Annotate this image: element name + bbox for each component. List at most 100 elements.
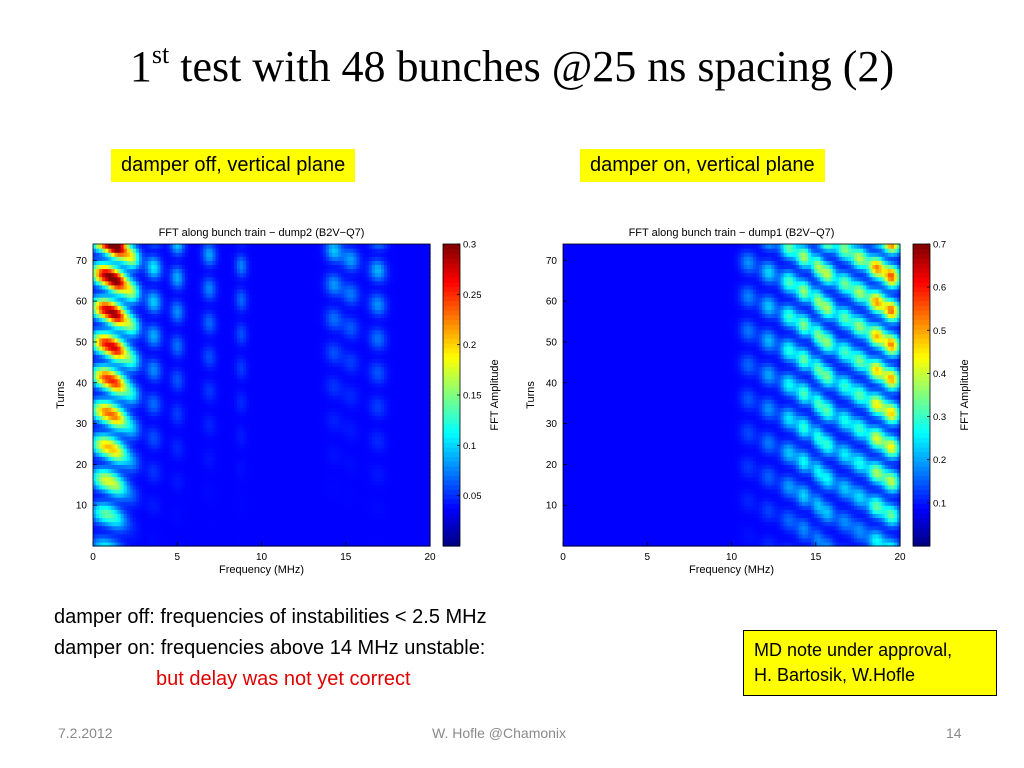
heatmap-cell xyxy=(279,501,284,506)
heatmap-cell xyxy=(120,533,125,539)
heatmap-cell xyxy=(138,541,143,547)
heatmap-cell xyxy=(252,435,256,441)
heatmap-cell xyxy=(191,521,195,527)
heatmap-cell xyxy=(359,378,364,384)
heatmap-cell xyxy=(322,525,327,531)
heatmap-cell xyxy=(184,439,189,445)
heatmap-cell xyxy=(374,427,379,433)
heatmap-cell xyxy=(120,443,125,449)
heatmap-cell xyxy=(408,537,413,543)
heatmap-cell xyxy=(96,537,100,543)
heatmap-cell xyxy=(304,419,309,425)
heatmap-cell xyxy=(408,501,413,506)
heatmap-cell xyxy=(411,415,416,421)
heatmap-cell xyxy=(341,521,345,527)
heatmap-cell xyxy=(108,521,112,527)
heatmap-cell xyxy=(191,492,195,498)
heatmap-cell xyxy=(221,480,226,486)
heatmap-cell xyxy=(169,541,174,547)
heatmap-cell xyxy=(417,517,422,523)
heatmap-cell xyxy=(289,541,293,547)
heatmap-cell xyxy=(160,472,165,478)
heatmap-cell xyxy=(316,476,321,482)
heatmap-cell xyxy=(264,390,269,396)
heatmap-cell xyxy=(184,431,189,437)
heatmap-cell xyxy=(426,541,431,547)
heatmap-cell xyxy=(93,476,97,482)
heatmap-cell xyxy=(347,529,351,535)
heatmap-cell xyxy=(405,399,410,404)
heatmap-cell xyxy=(408,480,413,486)
heatmap-cell xyxy=(362,452,367,457)
heatmap-cell xyxy=(411,521,416,527)
heatmap-cell xyxy=(264,374,269,380)
heatmap-cell xyxy=(359,492,364,498)
heatmap-cell xyxy=(356,525,361,531)
heatmap-cell xyxy=(414,395,419,400)
heatmap-cell xyxy=(129,456,134,461)
heatmap-cell xyxy=(240,460,244,465)
heatmap-cell xyxy=(96,452,100,457)
heatmap-cell xyxy=(218,464,223,470)
heatmap-cell xyxy=(132,378,137,384)
heatmap-cell xyxy=(187,525,192,531)
heatmap-cell xyxy=(206,460,211,465)
heatmap-cell xyxy=(328,484,333,490)
heatmap-cell xyxy=(264,492,269,498)
heatmap-cell xyxy=(390,382,394,388)
heatmap-cell xyxy=(273,435,278,441)
heatmap-cell xyxy=(344,468,348,474)
heatmap-cell xyxy=(270,423,275,429)
heatmap-cell xyxy=(286,366,290,372)
heatmap-cell xyxy=(151,513,155,519)
heatmap-cell xyxy=(114,468,119,474)
heatmap-cell xyxy=(218,448,223,453)
heatmap-cell xyxy=(129,513,134,519)
heatmap-cell xyxy=(414,513,419,519)
heatmap-cell xyxy=(123,415,128,421)
heatmap-cell xyxy=(390,452,394,457)
heatmap-cell xyxy=(142,492,146,498)
heatmap-cell xyxy=(322,497,327,502)
heatmap-cell xyxy=(316,521,321,527)
heatmap-cell xyxy=(197,476,201,482)
heatmap-cell xyxy=(187,382,192,388)
heatmap-cell xyxy=(365,468,370,474)
heatmap-cell xyxy=(350,452,355,457)
heatmap-cell xyxy=(233,513,238,519)
heatmap-cell xyxy=(322,448,327,453)
heatmap-cell xyxy=(172,431,177,437)
heatmap-cell xyxy=(338,411,342,416)
heatmap-cell xyxy=(132,366,137,372)
heatmap-cell xyxy=(371,374,376,380)
heatmap-cell xyxy=(347,541,351,547)
heatmap-cell xyxy=(405,382,410,388)
heatmap-cell xyxy=(279,452,284,457)
heatmap-cell xyxy=(295,517,299,523)
heatmap-cell xyxy=(117,386,122,392)
heatmap-cell xyxy=(135,464,140,470)
heatmap-cell xyxy=(316,452,321,457)
heatmap-cell xyxy=(408,435,413,441)
heatmap-cell xyxy=(359,484,364,490)
heatmap-cell xyxy=(374,378,379,384)
heatmap-cell xyxy=(298,533,302,539)
heatmap-cell xyxy=(396,505,400,510)
heatmap-cell xyxy=(328,497,333,502)
heatmap-cell xyxy=(402,456,407,461)
heatmap-cell xyxy=(160,488,165,494)
heatmap-cell xyxy=(313,517,318,523)
heatmap-cell xyxy=(99,484,103,490)
heatmap-cell xyxy=(157,460,161,465)
heatmap-cell xyxy=(420,362,425,368)
heatmap-cell xyxy=(203,472,207,478)
heatmap-cell xyxy=(417,390,422,396)
heatmap-cell xyxy=(258,476,263,482)
heatmap-cell xyxy=(138,525,143,531)
heatmap-cell xyxy=(172,382,177,388)
heatmap-cell xyxy=(341,525,345,531)
heatmap-cell xyxy=(313,513,318,519)
heatmap-cell xyxy=(218,435,223,441)
heatmap-cell xyxy=(276,435,281,441)
heatmap-cell xyxy=(298,525,302,531)
